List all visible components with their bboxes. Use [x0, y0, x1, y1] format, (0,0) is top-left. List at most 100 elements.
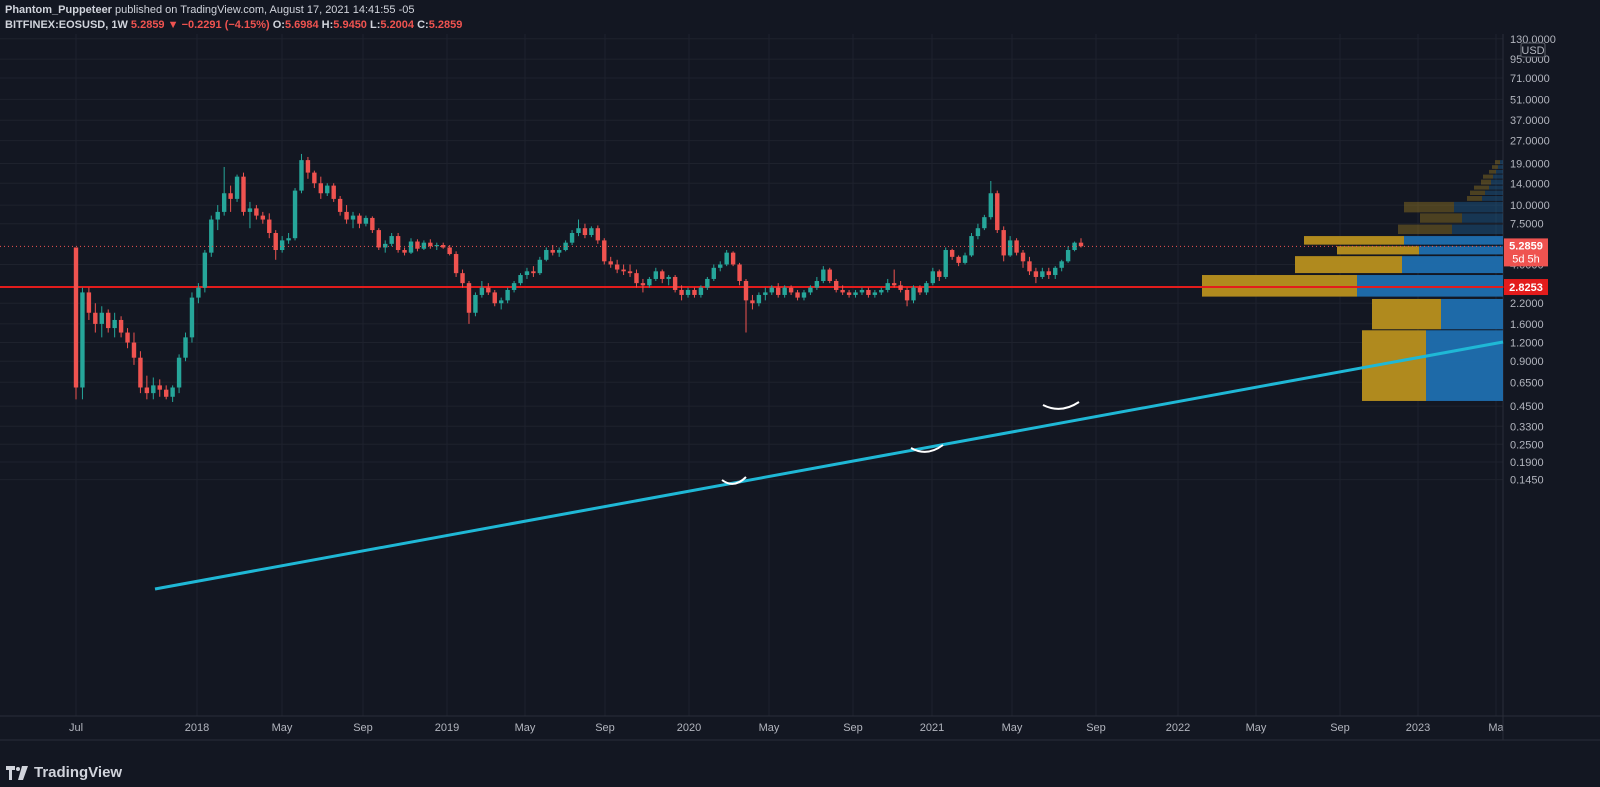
candle-body	[949, 250, 955, 257]
volume-profile-down-bar	[1485, 190, 1503, 196]
x-tick-label: May	[515, 722, 536, 734]
candle-body	[492, 292, 497, 304]
candle-body	[286, 238, 291, 241]
candle-body	[995, 193, 1000, 231]
candle-body	[415, 241, 420, 249]
currency-badge	[1520, 42, 1546, 58]
y-tick-label: 2.2000	[1510, 298, 1544, 310]
ascending-trendline[interactable]	[154, 340, 1504, 591]
y-tick-label: 71.0000	[1510, 73, 1550, 85]
y-tick-label: 1.6000	[1510, 319, 1544, 331]
candle-body	[576, 228, 581, 234]
brand-name[interactable]: TradingView	[34, 764, 123, 781]
candle-body	[408, 241, 414, 253]
volume-profile-up-bar	[1489, 169, 1496, 174]
candle-body	[221, 193, 227, 212]
candle-body	[260, 215, 266, 220]
hand-drawn-bottom-arc[interactable]	[910, 444, 944, 453]
candle-body	[511, 283, 517, 290]
candle-body	[73, 247, 79, 388]
candle-body	[904, 289, 910, 301]
y-tick-label: 0.6500	[1510, 377, 1544, 389]
candle-body	[202, 252, 208, 288]
symbol-label[interactable]: BITFINEX:EOSUSD, 1W	[5, 19, 128, 31]
candle-body	[685, 289, 691, 295]
candle-body	[756, 294, 762, 304]
candle-body	[228, 193, 233, 199]
volume-profile-up-bar	[1474, 185, 1489, 190]
candle-body	[267, 219, 272, 234]
candle-body	[550, 250, 555, 253]
y-tick-label: 27.0000	[1510, 136, 1550, 148]
y-tick-label: 0.1900	[1510, 457, 1544, 469]
candle-body	[151, 385, 156, 394]
high-label: H:	[321, 19, 334, 31]
volume-profile-down-bar	[1493, 174, 1503, 179]
candle-body	[698, 287, 704, 295]
volume-profile-down-bar	[1498, 165, 1503, 169]
x-tick-label: 2021	[920, 722, 944, 734]
candle-body	[924, 283, 929, 293]
volume-profile-up-bar	[1481, 179, 1491, 185]
candle-body	[1046, 271, 1051, 276]
candle-body	[118, 319, 124, 333]
price-change: −0.2291 (−4.15%)	[181, 19, 270, 31]
candle-body	[879, 289, 884, 293]
candle-body	[112, 319, 117, 329]
support-price-pointer	[1503, 283, 1508, 292]
candle-body	[299, 160, 304, 191]
candle-body	[434, 245, 439, 247]
volume-profile-up-bar	[1495, 160, 1500, 165]
y-tick-label: 7.5000	[1510, 219, 1544, 231]
candle-body	[653, 271, 659, 279]
candle-body	[241, 176, 246, 212]
candle-body	[666, 276, 671, 279]
hand-drawn-bottom-arc[interactable]	[1042, 401, 1080, 410]
volume-profile-up-bar	[1483, 174, 1493, 179]
candle-body	[99, 312, 104, 324]
candle-body	[441, 245, 446, 248]
volume-profile-down-bar	[1404, 236, 1503, 245]
candle-body	[305, 160, 311, 173]
candle-body	[460, 273, 465, 284]
candle-body	[969, 236, 974, 256]
candle-body	[808, 287, 813, 293]
volume-profile-up-bar	[1337, 246, 1419, 255]
volume-profile-up-bar	[1420, 213, 1462, 223]
candle-body	[608, 261, 613, 265]
candle-body	[640, 283, 646, 286]
volume-profile-down-bar	[1452, 224, 1503, 235]
volume-profile-down-bar	[1489, 185, 1503, 190]
author-name[interactable]: Phantom_Puppeteer	[5, 4, 112, 16]
candle-body	[421, 242, 427, 249]
y-tick-label: 14.0000	[1510, 178, 1550, 190]
published-text: published on TradingView.com, August 17,…	[115, 4, 415, 16]
candle-body	[337, 198, 343, 212]
high-value: 5.9450	[333, 19, 367, 31]
candle-body	[80, 292, 85, 388]
candle-body	[486, 287, 491, 293]
candle-body	[898, 285, 903, 290]
candle-body	[183, 337, 188, 358]
candle-body	[189, 297, 195, 338]
candle-body	[602, 240, 607, 262]
x-tick-label: Sep	[1330, 722, 1350, 734]
candle-body	[466, 283, 472, 313]
open-value: 5.6984	[284, 19, 319, 31]
candle-body	[937, 271, 942, 277]
candle-body	[647, 278, 652, 286]
candle-body	[170, 387, 175, 397]
candle-body	[788, 287, 794, 293]
candle-body	[402, 250, 407, 253]
hand-drawn-bottom-arc[interactable]	[721, 476, 747, 485]
volume-profile-up-bar	[1202, 275, 1357, 297]
volume-profile-up-bar	[1467, 196, 1482, 201]
candle-body	[383, 243, 388, 248]
x-tick-label: Sep	[843, 722, 863, 734]
candle-body	[473, 294, 478, 313]
candle-body	[614, 264, 620, 270]
tradingview-logo-icon[interactable]	[6, 765, 28, 780]
candle-body	[1020, 252, 1026, 262]
y-tick-label: 130.0000	[1510, 34, 1556, 46]
